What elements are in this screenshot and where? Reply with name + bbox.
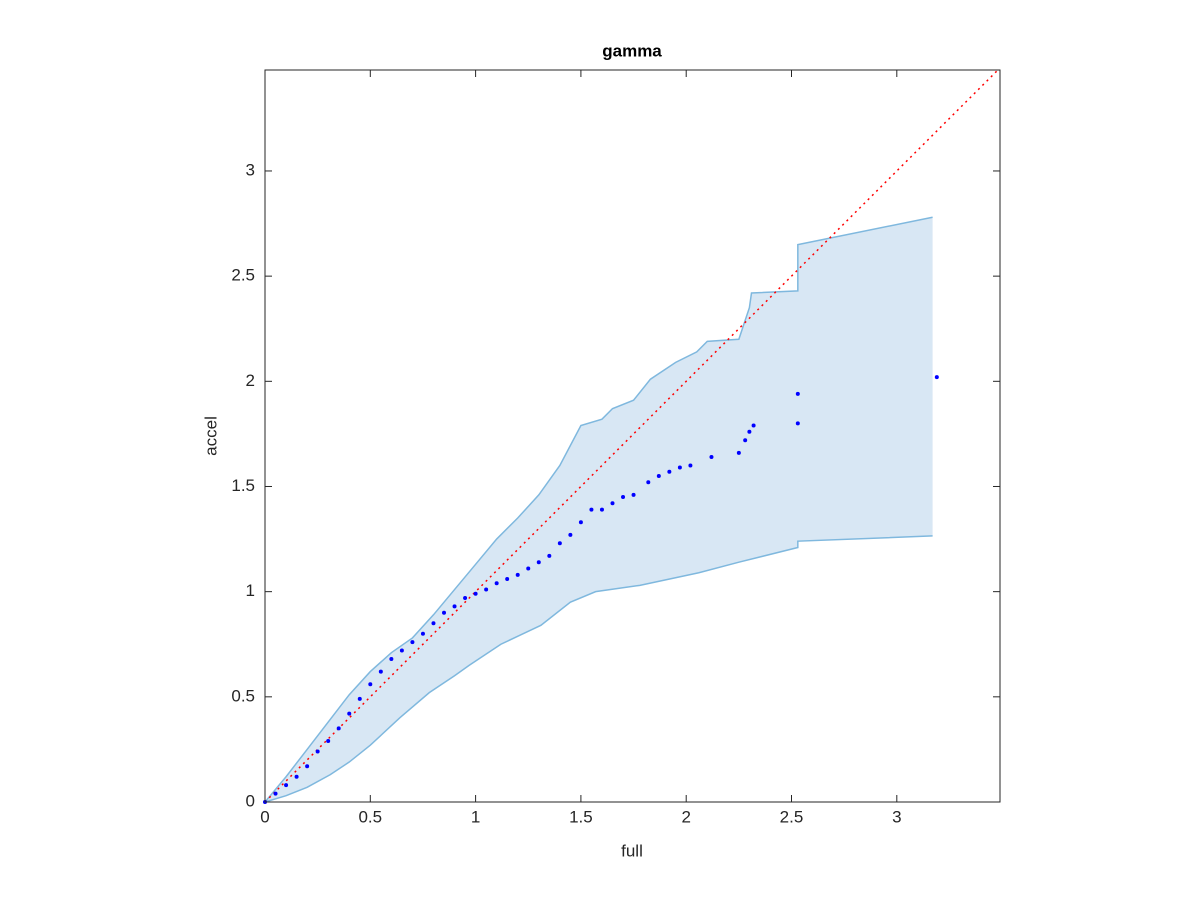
point [431,621,436,626]
axes-box [264,69,1001,803]
y-tick-label: 3 [246,160,255,179]
point [667,469,672,474]
point [452,604,457,609]
x-tick-label: 2.5 [780,807,804,826]
point [326,739,331,743]
point [536,560,541,565]
point [378,669,383,674]
point [526,566,531,571]
point [515,572,520,577]
x-tick-label: 0.5 [358,807,382,826]
point [463,595,468,600]
reference-line [264,69,999,803]
y-tick-label: 1.5 [231,476,255,495]
y-tick-label: 1 [246,581,255,600]
point [284,783,289,788]
point [677,465,682,470]
point [315,749,320,754]
point [610,501,615,506]
point [751,423,756,428]
point [656,473,661,478]
point [442,610,447,615]
point [420,631,425,636]
y-tick-label: 2 [246,371,255,390]
point [494,581,499,586]
y-axis-label: accel [201,416,220,456]
point [743,438,748,443]
point [547,553,552,558]
x-tick-label: 1.5 [569,807,593,826]
x-tick-label: 1 [471,807,480,826]
point [336,726,341,731]
point [505,577,510,582]
band-fill [265,217,933,802]
point [578,520,583,525]
point [568,532,573,537]
point [599,507,604,512]
point [473,591,478,596]
point [273,791,278,796]
x-tick-label: 2 [681,807,690,826]
point [795,421,800,426]
point [795,391,800,396]
point [621,495,626,499]
band-upper [264,216,933,803]
point [736,450,741,455]
point [389,656,394,661]
point [410,640,415,645]
chart-title: gamma [602,41,662,60]
x-axis-label: full [621,841,643,860]
point [934,375,939,380]
band-lower [264,535,933,803]
point [747,429,752,434]
point [688,463,693,468]
y-tick-label: 2.5 [231,266,255,285]
y-tick-label: 0.5 [231,686,255,705]
point [368,682,373,687]
point [557,541,562,546]
x-tick-label: 3 [892,807,901,826]
point [646,480,651,485]
point [347,711,352,716]
point [294,774,299,779]
point [484,587,489,592]
point [589,507,594,512]
point [357,696,362,701]
y-tick-label: 0 [246,791,255,810]
point [305,764,310,769]
point [399,648,404,653]
x-tick-label: 0 [260,807,269,826]
point [631,492,636,497]
point [709,455,714,460]
